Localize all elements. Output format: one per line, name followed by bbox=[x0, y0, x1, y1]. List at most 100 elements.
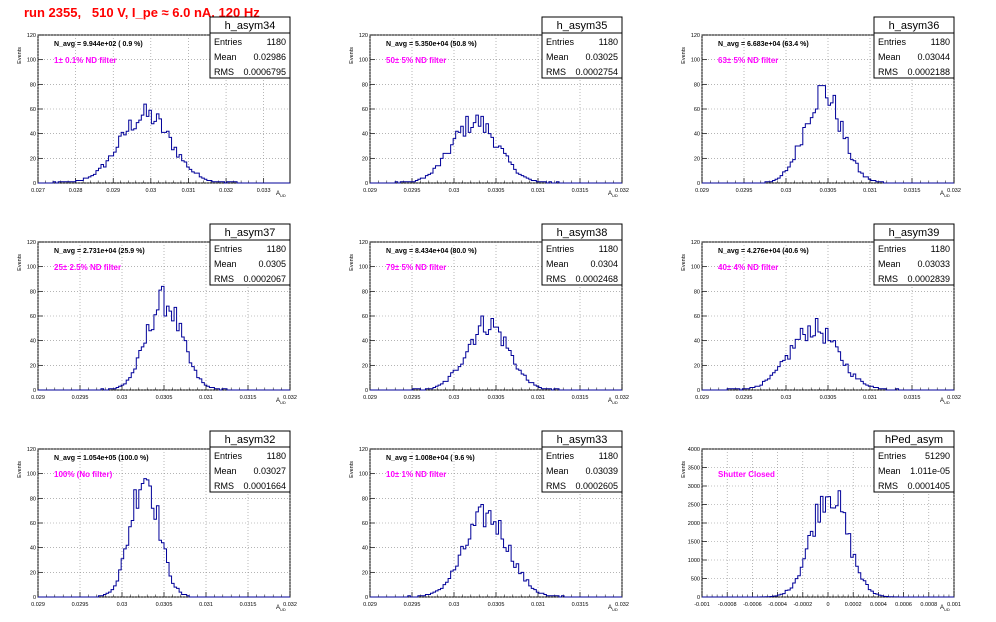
x-axis-title-main: A bbox=[608, 605, 612, 611]
y-tick-label: 120 bbox=[27, 33, 36, 39]
x-tick-label: 0.0305 bbox=[488, 188, 505, 194]
x-tick-label: 0.0305 bbox=[820, 395, 837, 401]
x-tick-label: 0.028 bbox=[69, 188, 83, 194]
x-tick-label: 0.03 bbox=[449, 602, 460, 608]
histogram-series bbox=[38, 285, 290, 391]
x-tick-label: 0.0305 bbox=[488, 395, 505, 401]
y-tick-label: 500 bbox=[691, 577, 700, 583]
stat-value: 0.02986 bbox=[253, 52, 286, 62]
y-tick-label: 0 bbox=[33, 595, 36, 601]
y-tick-label: 120 bbox=[27, 240, 36, 246]
stat-value: 1.011e-05 bbox=[910, 466, 950, 476]
x-axis-title-sub: UD bbox=[280, 607, 286, 612]
x-tick-label: 0.031 bbox=[531, 188, 545, 194]
histogram-series bbox=[38, 103, 290, 184]
x-tick-label: 0.03 bbox=[449, 188, 460, 194]
stat-value: 51290 bbox=[925, 451, 950, 461]
y-tick-label: 100 bbox=[359, 265, 368, 271]
y-tick-label: 20 bbox=[362, 363, 368, 369]
y-tick-label: 100 bbox=[691, 265, 700, 271]
stat-value: 0.0304 bbox=[590, 259, 618, 269]
filter-annotation: 25± 2.5% ND filter bbox=[54, 263, 121, 272]
x-axis-title-main: A bbox=[940, 398, 944, 404]
x-tick-label: 0.032 bbox=[283, 395, 297, 401]
x-axis-title: AUD bbox=[276, 398, 286, 405]
stat-value: 1180 bbox=[599, 37, 618, 47]
y-tick-label: 120 bbox=[359, 33, 368, 39]
stats-box bbox=[873, 32, 955, 79]
histogram-name: h_asym35 bbox=[557, 20, 608, 32]
panel-h_asym34: 0.027 0.028 0.029 0.03 0.031 0.032 0.033 0 20 40 6… bbox=[17, 16, 291, 198]
y-axis-title: Events bbox=[681, 47, 687, 64]
x-tick-label: -0.0008 bbox=[718, 602, 737, 608]
x-tick-label: 0.0315 bbox=[240, 602, 257, 608]
x-axis-title: AUD bbox=[940, 191, 950, 198]
x-axis-title: AUD bbox=[276, 605, 286, 612]
y-tick-label: 20 bbox=[30, 363, 36, 369]
stat-name: RMS bbox=[214, 481, 234, 491]
stat-value: 0.0006795 bbox=[243, 67, 286, 77]
filter-annotation: 10± 1% ND filter bbox=[386, 470, 446, 479]
x-tick-label: -0.0006 bbox=[743, 602, 762, 608]
stat-name: RMS bbox=[878, 67, 898, 77]
stats-box bbox=[209, 32, 291, 79]
y-tick-label: 60 bbox=[694, 107, 700, 113]
panel-h_asym36: 0.029 0.0295 0.03 0.0305 0.031 0.0315 0.032 0 20… bbox=[681, 16, 961, 198]
stat-name: RMS bbox=[546, 67, 566, 77]
histogram-name: h_asym38 bbox=[557, 227, 608, 239]
navg-label: N_avg = 8.434e+04 (80.0 %) bbox=[386, 248, 477, 255]
x-axis-title: AUD bbox=[276, 191, 286, 198]
x-axis-title-sub: UD bbox=[280, 400, 286, 405]
y-tick-label: 3000 bbox=[688, 484, 700, 490]
x-tick-label: 0.03 bbox=[145, 188, 156, 194]
y-tick-label: 40 bbox=[362, 546, 368, 552]
stat-value: 0.0305 bbox=[258, 259, 286, 269]
y-tick-label: 100 bbox=[359, 58, 368, 64]
x-axis-title-main: A bbox=[940, 191, 944, 197]
x-axis-title-main: A bbox=[608, 398, 612, 404]
x-tick-label: 0.032 bbox=[219, 188, 233, 194]
y-tick-label: 60 bbox=[362, 314, 368, 320]
navg-label: N_avg = 9.944e+02 ( 0.9 %) bbox=[54, 41, 143, 48]
navg-label: N_avg = 6.683e+04 (63.4 %) bbox=[718, 41, 809, 48]
filter-annotation: 50± 5% ND filter bbox=[386, 56, 446, 65]
stat-name: Entries bbox=[546, 451, 575, 461]
y-tick-label: 80 bbox=[694, 82, 700, 88]
histogram-name: h_asym32 bbox=[225, 434, 276, 446]
stat-value: 0.0002754 bbox=[575, 67, 618, 77]
x-tick-label: 0.0305 bbox=[156, 395, 173, 401]
y-tick-label: 20 bbox=[30, 156, 36, 162]
x-tick-label: 0.0315 bbox=[572, 602, 589, 608]
y-tick-label: 20 bbox=[30, 570, 36, 576]
stats-box bbox=[209, 239, 291, 286]
y-tick-label: 2000 bbox=[688, 521, 700, 527]
x-tick-label: 0.0295 bbox=[404, 395, 421, 401]
y-tick-label: 40 bbox=[30, 546, 36, 552]
y-axis-title: Events bbox=[349, 254, 355, 271]
x-axis-title: AUD bbox=[940, 398, 950, 405]
navg-label: N_avg = 2.731e+04 (25.9 %) bbox=[54, 248, 145, 255]
stat-value: 0.0001664 bbox=[243, 481, 286, 491]
x-tick-label: 0.0295 bbox=[72, 395, 89, 401]
panel-hPed_asym: -0.001 -0.0008 -0.0006 -0.0004 -0.0002 0 0.000… bbox=[681, 430, 961, 612]
stats-box bbox=[541, 446, 623, 493]
x-tick-label: 0.031 bbox=[531, 395, 545, 401]
y-tick-label: 100 bbox=[27, 265, 36, 271]
stat-value: 1180 bbox=[267, 451, 286, 461]
stat-value: 1180 bbox=[267, 244, 286, 254]
filter-annotation: 63± 5% ND filter bbox=[718, 56, 778, 65]
stat-value: 0.03039 bbox=[585, 466, 618, 476]
y-tick-label: 80 bbox=[30, 289, 36, 295]
y-tick-label: 120 bbox=[691, 240, 700, 246]
histogram-name: h_asym33 bbox=[557, 434, 608, 446]
stat-name: Mean bbox=[214, 466, 237, 476]
y-tick-label: 120 bbox=[359, 447, 368, 453]
x-tick-label: 0.03 bbox=[449, 395, 460, 401]
y-tick-label: 0 bbox=[33, 388, 36, 394]
x-tick-label: 0.031 bbox=[531, 602, 545, 608]
stat-value: 0.0002188 bbox=[907, 67, 950, 77]
stat-value: 1180 bbox=[931, 37, 950, 47]
filter-annotation: 79± 5% ND filter bbox=[386, 263, 446, 272]
histogram-series bbox=[702, 85, 954, 184]
